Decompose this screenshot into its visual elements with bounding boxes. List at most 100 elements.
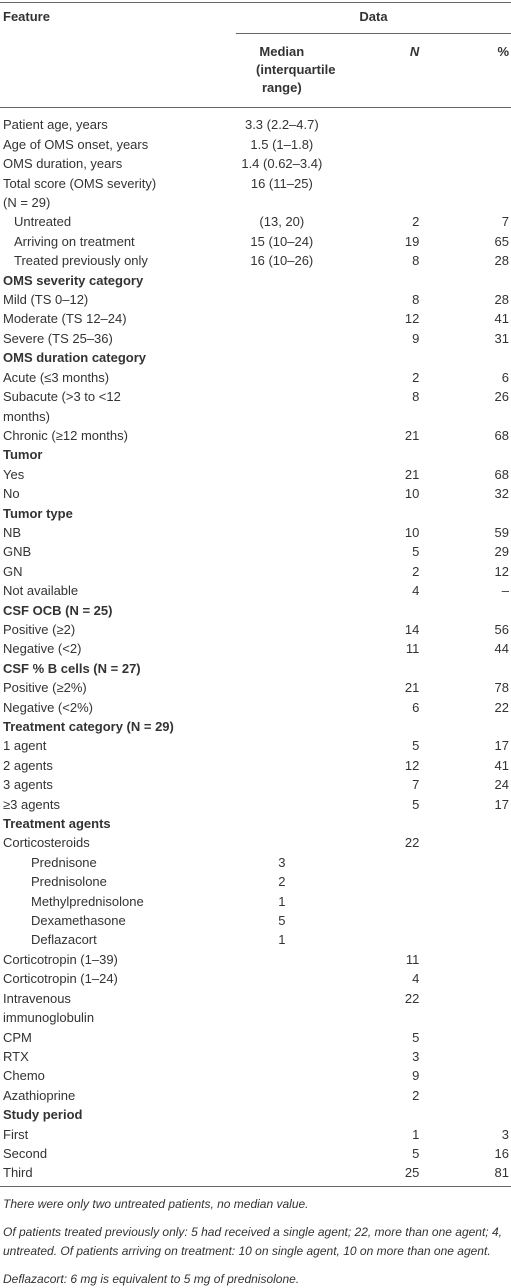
pct-cell: 41 bbox=[494, 757, 509, 773]
table-row: Methylprednisolone 1 bbox=[0, 892, 511, 911]
n-cell: 5 bbox=[412, 738, 420, 754]
feature-cell: Second bbox=[0, 1144, 236, 1163]
feature-text: Negative (<2) bbox=[3, 641, 82, 657]
table-row: Tumor type bbox=[0, 504, 511, 523]
table-row: Positive (≥2%) 21 78 bbox=[0, 678, 511, 697]
n-cell: 10 bbox=[404, 524, 420, 540]
median-cell bbox=[236, 795, 328, 814]
table-row: Chronic (≥12 months) 21 68 bbox=[0, 426, 511, 445]
feature-text: Not available bbox=[3, 583, 79, 599]
n-cell: 14 bbox=[404, 621, 420, 637]
median-cell bbox=[236, 329, 328, 348]
n-cell: 22 bbox=[404, 990, 420, 1006]
median-cell bbox=[236, 290, 328, 309]
table-row: OMS duration, years 1.4 (0.62–3.4) bbox=[0, 154, 511, 173]
feature-cell: GNB bbox=[0, 542, 236, 561]
feature-cell: Patient age, years bbox=[0, 108, 236, 135]
table-row: Negative (<2%) 6 22 bbox=[0, 698, 511, 717]
n-cell: 2 bbox=[412, 1087, 420, 1103]
feature-cell: Prednisolone bbox=[0, 872, 236, 891]
median-cell bbox=[236, 465, 328, 484]
n-cell bbox=[328, 911, 420, 930]
pct-cell: 26 bbox=[494, 389, 509, 405]
feature-cell: No bbox=[0, 484, 236, 503]
feature-text: Corticotropin (1–24) bbox=[3, 971, 118, 987]
n-cell: 25 bbox=[404, 1165, 420, 1181]
n-cell: 8 bbox=[412, 292, 420, 308]
median-cell bbox=[236, 1086, 328, 1105]
n-cell: 2 bbox=[412, 369, 420, 385]
pct-cell: 17 bbox=[494, 796, 509, 812]
feature-cell: Corticotropin (1–39) bbox=[0, 950, 236, 969]
feature-cell: 2 agents bbox=[0, 756, 236, 775]
n-cell: 11 bbox=[405, 951, 420, 967]
table-row: Corticosteroids 22 bbox=[0, 833, 511, 852]
median-cell bbox=[236, 775, 328, 794]
feature-text: Untreated bbox=[14, 214, 72, 230]
header-median: Median (interquartile range) bbox=[236, 33, 335, 109]
table-row: CSF OCB (N = 25) bbox=[0, 601, 511, 620]
pct-cell: 68 bbox=[494, 427, 509, 443]
pct-cell bbox=[419, 969, 511, 988]
feature-text: Total score (OMS severity) (N = 29) bbox=[3, 175, 157, 211]
feature-cell: RTX bbox=[0, 1047, 236, 1066]
median-cell bbox=[236, 1066, 328, 1085]
median-cell bbox=[236, 426, 328, 445]
feature-text: Arriving on treatment bbox=[14, 233, 135, 249]
feature-text: Third bbox=[3, 1165, 33, 1181]
n-cell: 9 bbox=[412, 1068, 420, 1084]
table-row: NB 10 59 bbox=[0, 523, 511, 542]
median-cell bbox=[236, 736, 328, 755]
table-row: Positive (≥2) 14 56 bbox=[0, 620, 511, 639]
n-cell: 4 bbox=[412, 583, 420, 599]
pct-cell: 44 bbox=[494, 641, 509, 657]
table-row: 3 agents 7 24 bbox=[0, 775, 511, 794]
feature-text: 1 agent bbox=[3, 738, 47, 754]
feature-cell: Positive (≥2%) bbox=[0, 678, 236, 697]
table-row: Treatment category (N = 29) bbox=[0, 717, 511, 736]
pct-cell: 78 bbox=[494, 680, 509, 696]
n-cell: 6 bbox=[412, 699, 420, 715]
header-pct: % bbox=[419, 33, 511, 109]
median-cell bbox=[236, 542, 328, 561]
pct-cell: 29 bbox=[494, 544, 509, 560]
feature-text: First bbox=[3, 1126, 29, 1142]
feature-cell: Methylprednisolone bbox=[0, 892, 236, 911]
n-cell: 21 bbox=[404, 466, 420, 482]
median-cell bbox=[236, 989, 328, 1028]
median-cell bbox=[236, 387, 328, 426]
subheader-row: Median (interquartile range) N % bbox=[0, 33, 511, 109]
pct-cell bbox=[419, 989, 511, 1028]
median-cell bbox=[236, 581, 328, 600]
n-cell: 12 bbox=[404, 757, 420, 773]
feature-text: Chemo bbox=[3, 1068, 45, 1084]
table-row: RTX 3 bbox=[0, 1047, 511, 1066]
feature-cell: Mild (TS 0–12) bbox=[0, 290, 236, 309]
table-row: Yes 21 68 bbox=[0, 465, 511, 484]
median-cell bbox=[236, 368, 328, 387]
table-row: Azathioprine 2 bbox=[0, 1086, 511, 1105]
feature-text: Prednisolone bbox=[31, 874, 107, 890]
table-row: Chemo 9 bbox=[0, 1066, 511, 1085]
n-cell: 12 bbox=[404, 311, 420, 327]
feature-cell: First bbox=[0, 1125, 236, 1144]
pct-cell bbox=[419, 1086, 511, 1105]
table-row: Dexamethasone 5 bbox=[0, 911, 511, 930]
median-cell: 1 bbox=[278, 932, 286, 948]
pct-cell bbox=[419, 911, 511, 930]
feature-cell: Third bbox=[0, 1163, 236, 1186]
table-row: Prednisone 3 bbox=[0, 853, 511, 872]
feature-cell: Severe (TS 25–36) bbox=[0, 329, 236, 348]
median-cell bbox=[236, 678, 328, 697]
pct-cell: 3 bbox=[501, 1126, 509, 1142]
n-cell: 5 bbox=[412, 1145, 420, 1161]
feature-text: Second bbox=[3, 1145, 48, 1161]
table-row: Corticotropin (1–24) 4 bbox=[0, 969, 511, 988]
table-row: Moderate (TS 12–24) 12 41 bbox=[0, 309, 511, 328]
n-cell bbox=[328, 135, 420, 154]
feature-text: Azathioprine bbox=[3, 1087, 76, 1103]
feature-cell: Dexamethasone bbox=[0, 911, 236, 930]
n-cell: 2 bbox=[412, 214, 420, 230]
table-row: Arriving on treatment 15 (10–24) 19 65 bbox=[0, 232, 511, 251]
